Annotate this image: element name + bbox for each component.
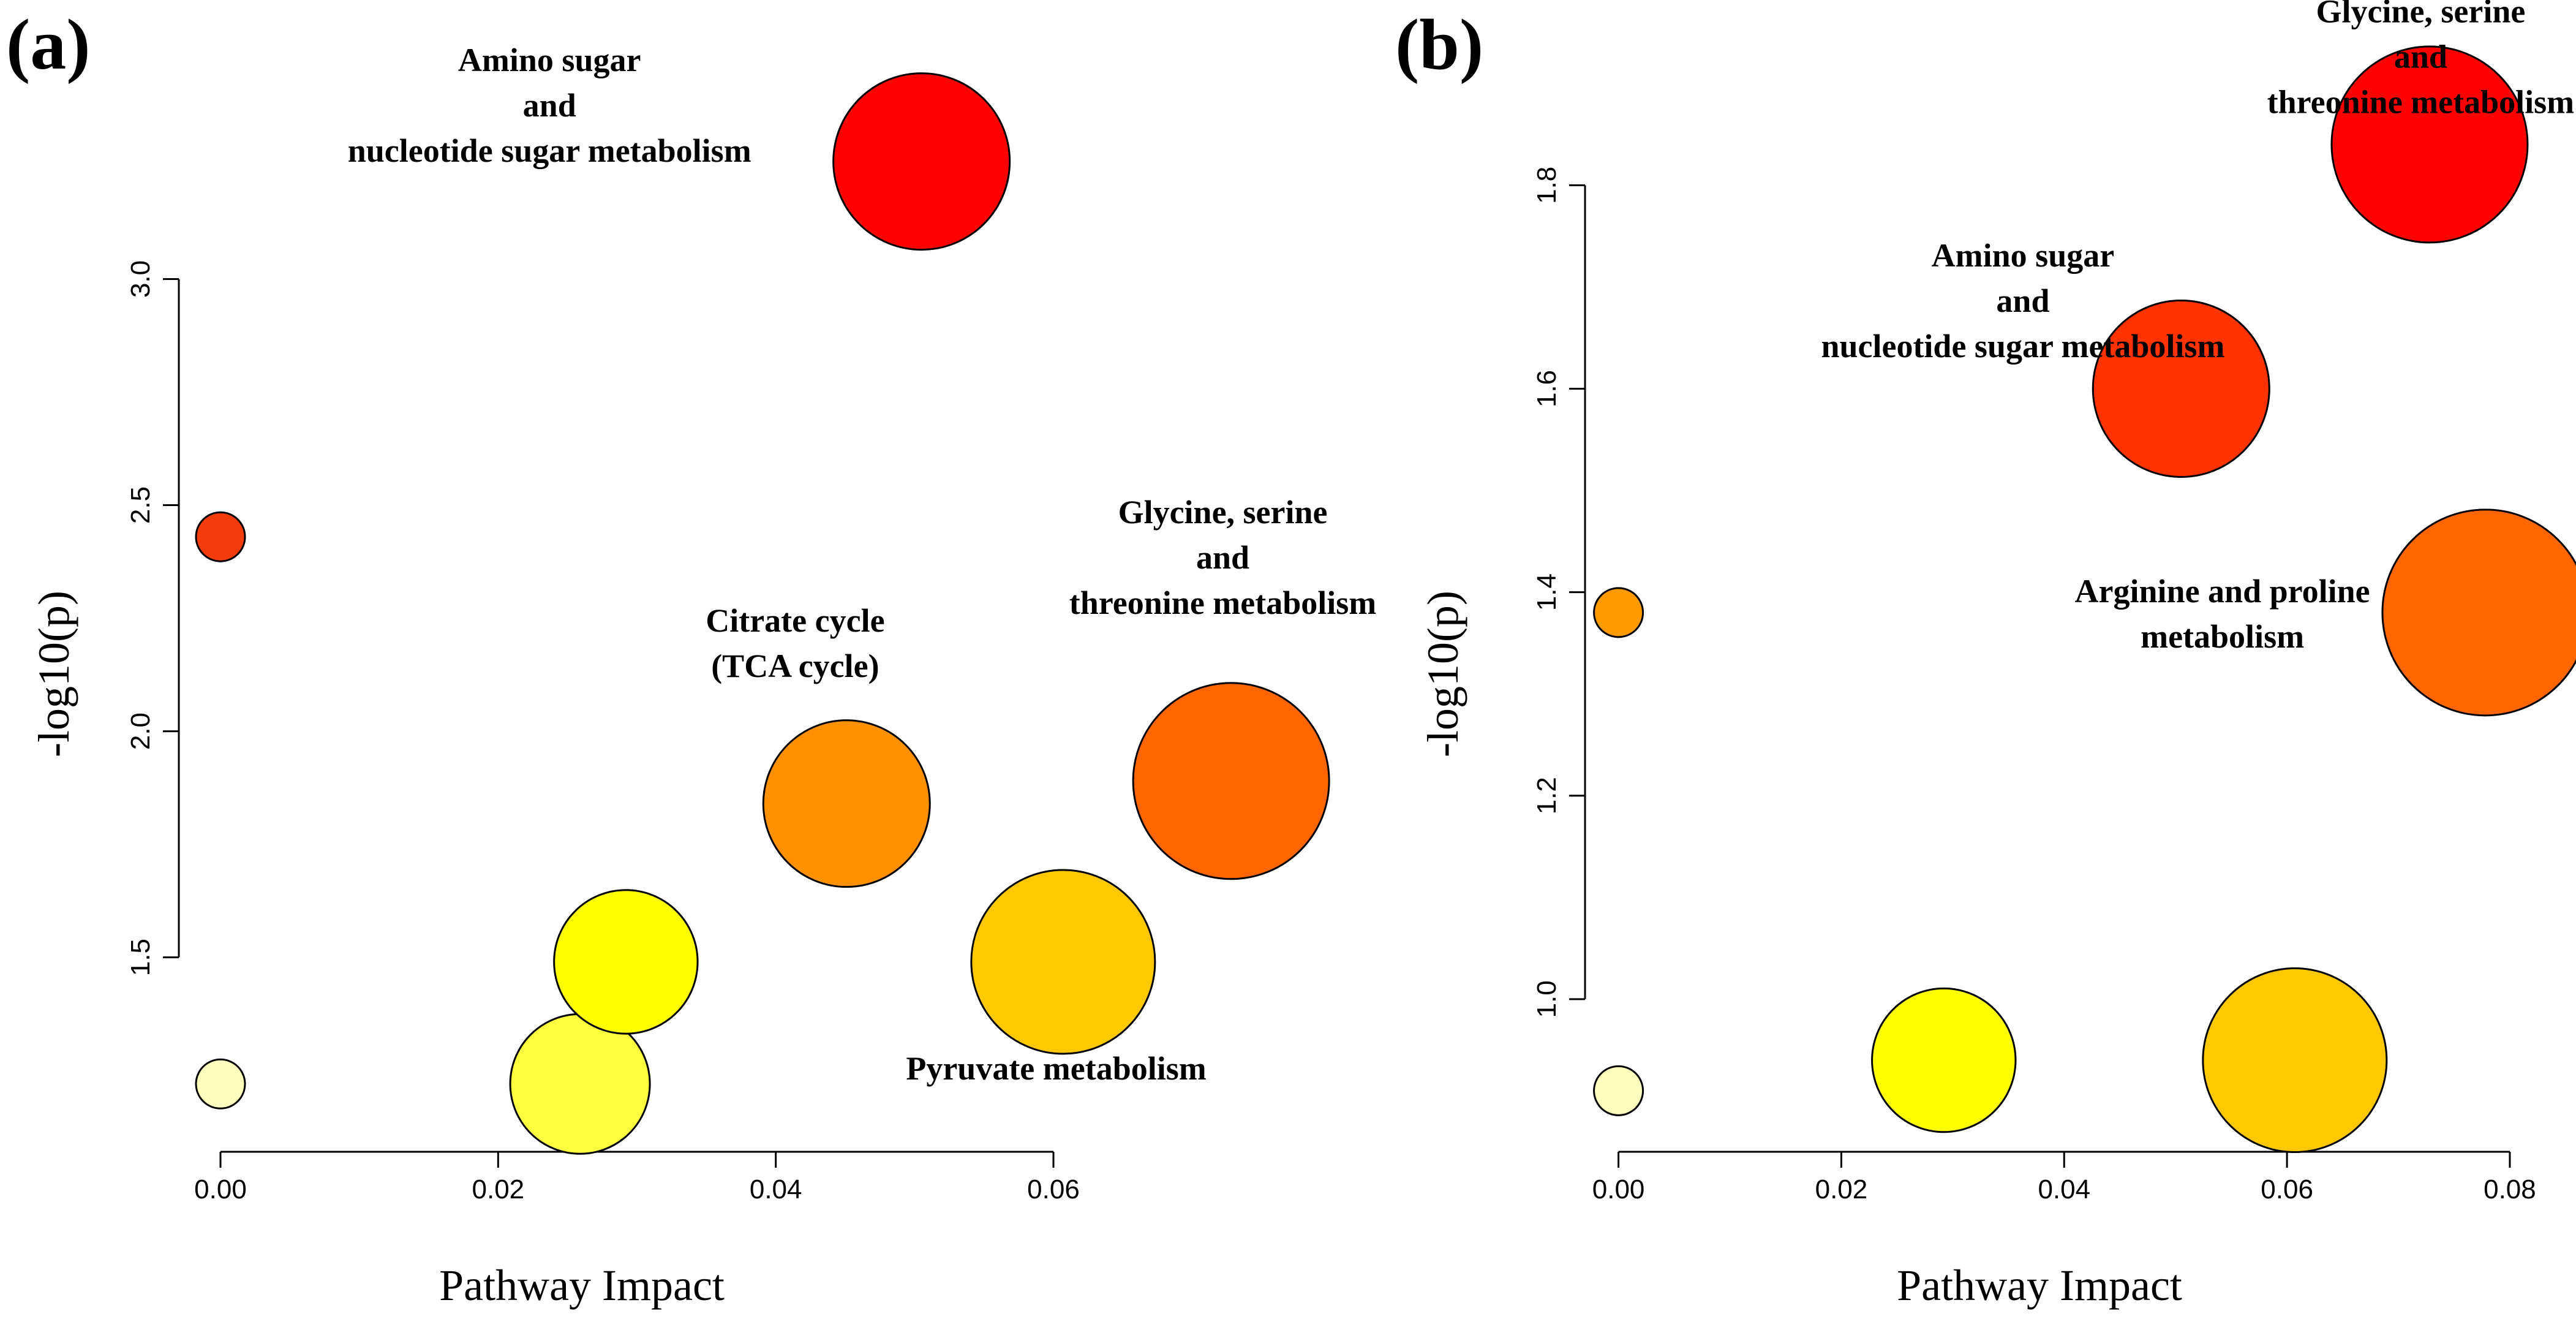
panel-b-x-tick-label: 0.00: [1592, 1174, 1645, 1204]
panel-b-annotation: Amino sugar and nucleotide sugar metabolis…: [1821, 237, 2224, 365]
panel-a-x-tick-label: 0.00: [194, 1174, 247, 1204]
panel-b-annotation-line: Amino sugar: [1932, 237, 2115, 274]
panel-a-annotation: Glycine, serine and threonine metabolism: [1069, 494, 1376, 621]
panel-b-annotation-line: Glycine, serine: [2316, 0, 2525, 30]
panel-b-bubble: [1593, 587, 1644, 638]
panel-a-y-tick-label: 2.5: [126, 486, 156, 524]
panel-b-y-tick-label: 1.4: [1532, 573, 1562, 611]
panel-b-bubble: [1593, 1065, 1644, 1116]
panel-b-bubble: [1871, 987, 2017, 1133]
panel-a-x-tick-label: 0.02: [472, 1174, 525, 1204]
panel-a-bubble: [762, 719, 931, 888]
panel-a-annotation: Pyruvate metabolism: [906, 1050, 1206, 1087]
panel-a-annotation-line: Citrate cycle: [706, 602, 884, 639]
panel-a-x-tick-label: 0.06: [1027, 1174, 1080, 1204]
panel-b-y-tick-label: 1.0: [1532, 980, 1562, 1018]
panel-b-axes: 0.00 0.02 0.04 0.06 0.08 1.0 1.2 1.4 1.6 1.8: [1532, 167, 2536, 1204]
panel-b-annotation-line: metabolism: [2141, 618, 2304, 655]
panel-b-annotation-line: threonine metabolism: [2267, 84, 2574, 121]
panel-a-y-tick-label: 1.5: [126, 939, 156, 976]
panel-b-annotations: Glycine, serine and threonine metabolism Am…: [1821, 0, 2574, 655]
panel-a: (a) 0.00 0.02 0.04 0.06 1.5 2.0 2.5 3.0 Amino s…: [6, 4, 1376, 1310]
panel-a-annotation-line: nucleotide sugar metabolism: [348, 132, 751, 169]
panel-b-annotation: Glycine, serine and threonine metabolism: [2267, 0, 2574, 121]
panel-b-bubble: [2202, 967, 2388, 1154]
panel-b-x-tick-label: 0.02: [1815, 1174, 1868, 1204]
panel-a-annotation-line: and: [1196, 539, 1249, 576]
panel-a-annotation: Citrate cycle (TCA cycle): [706, 602, 884, 684]
panel-b-annotation-line: and: [2394, 39, 2447, 75]
panel-b-bubbles: [1593, 45, 2576, 1154]
panel-b-x-axis-title: Pathway Impact: [1897, 1261, 2182, 1310]
panel-b-label: (b): [1395, 4, 1483, 85]
panel-b-annotation-line: nucleotide sugar metabolism: [1821, 328, 2224, 365]
panel-a-x-axis-title: Pathway Impact: [439, 1261, 725, 1310]
panel-a-y-tick-label: 3.0: [126, 260, 156, 298]
panel-b-x-tick-label: 0.08: [2484, 1174, 2536, 1204]
panel-b-y-tick-label: 1.2: [1532, 777, 1562, 814]
panel-a-bubble: [553, 889, 699, 1035]
panel-b-bubble: [2092, 299, 2270, 478]
panel-b-annotation-line: and: [1996, 282, 2049, 319]
panel-b-y-tick-label: 1.6: [1532, 370, 1562, 407]
panel-a-annotation-line: threonine metabolism: [1069, 584, 1376, 621]
panel-b: (b) 0.00 0.02 0.04 0.06 0.081.01.21.41.61.8 …: [1395, 0, 2576, 1310]
panel-b-bubble: [2381, 508, 2576, 717]
panel-a-annotations: Amino sugar and nucleotide sugar metabolis…: [348, 42, 1377, 1087]
panel-a-annotation: Amino sugar and nucleotide sugar metabolis…: [348, 42, 751, 169]
panel-a-bubble: [970, 869, 1156, 1055]
panel-a-bubble: [195, 511, 246, 562]
panel-a-annotation-line: Amino sugar: [458, 42, 641, 78]
panel-a-axes: 0.00 0.02 0.04 0.06 1.5 2.0 2.5 3.0: [126, 260, 1080, 1204]
panel-b-annotation-line: Arginine and proline: [2075, 573, 2370, 610]
panel-a-annotation-line: and: [523, 87, 576, 124]
panel-a-y-tick-label: 2.0: [126, 713, 156, 750]
panel-b-y-tick-label: 1.8: [1532, 167, 1562, 204]
panel-a-bubble: [509, 1013, 651, 1155]
panel-a-annotation-line: (TCA cycle): [711, 648, 879, 684]
panel-b-y-axis-title: -log10(p): [1418, 591, 1467, 757]
panel-b-annotation: Arginine and proline metabolism: [2075, 573, 2370, 655]
panel-a-annotation-line: Pyruvate metabolism: [906, 1050, 1206, 1087]
panel-a-x-tick-label: 0.04: [750, 1174, 802, 1204]
panel-a-bubble: [195, 1058, 246, 1110]
panel-a-bubbles: [195, 72, 1330, 1155]
panel-a-y-axis-title: -log10(p): [29, 591, 78, 757]
panel-b-x-tick-label: 0.04: [2038, 1174, 2090, 1204]
panel-b-x-tick-label: 0.06: [2261, 1174, 2313, 1204]
panel-b-bubble: [2330, 45, 2529, 244]
panel-a-label: (a): [6, 4, 91, 85]
panel-a-bubble: [832, 72, 1011, 251]
panel-a-annotation-line: Glycine, serine: [1118, 494, 1328, 531]
panel-a-bubble: [1132, 682, 1330, 880]
